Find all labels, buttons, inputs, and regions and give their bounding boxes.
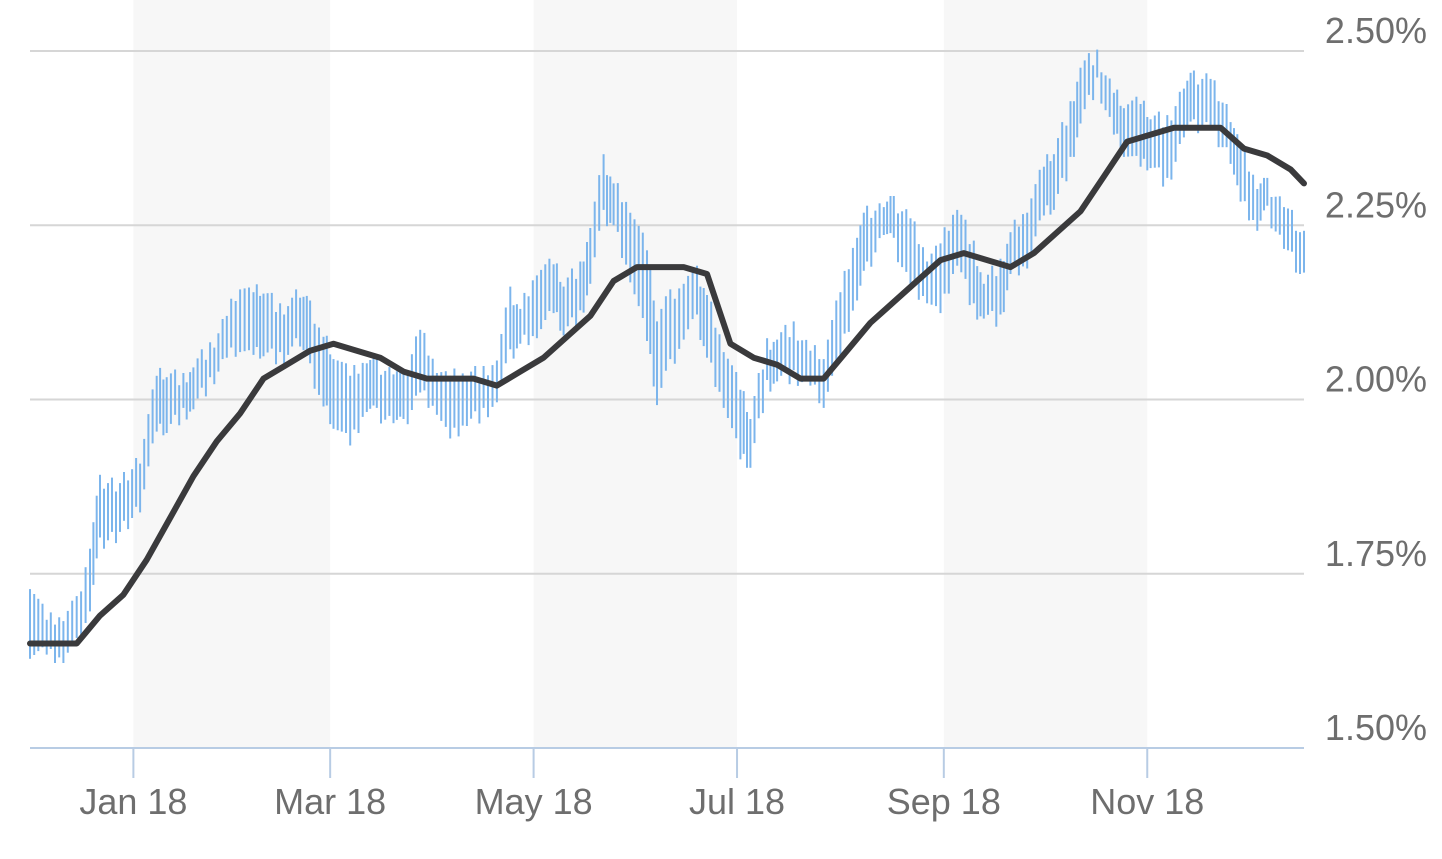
moving-average-series xyxy=(27,124,1307,647)
x-tick-label: Sep 18 xyxy=(887,781,1001,822)
daily-range-series xyxy=(29,49,1305,663)
shaded-band-0 xyxy=(133,0,331,748)
grid-lines xyxy=(30,50,1304,575)
shaded-bands xyxy=(133,0,1148,748)
y-axis-labels: 2.50% 2.25% 2.00% 1.75% 1.50% xyxy=(1325,10,1427,748)
shaded-band-1 xyxy=(533,0,738,748)
x-axis xyxy=(30,747,1304,778)
y-tick-label: 2.25% xyxy=(1325,184,1427,225)
x-axis-labels: Jan 18 Mar 18 May 18 Jul 18 Sep 18 Nov 18 xyxy=(79,781,1204,822)
y-tick-label: 2.00% xyxy=(1325,359,1427,400)
x-tick-label: May 18 xyxy=(475,781,593,822)
moving-average-line xyxy=(27,124,1307,647)
y-tick-label: 2.50% xyxy=(1325,10,1427,51)
y-tick-label: 1.50% xyxy=(1325,707,1427,748)
x-tick-label: Jan 18 xyxy=(79,781,187,822)
y-tick-label: 1.75% xyxy=(1325,533,1427,574)
x-tick-label: Jul 18 xyxy=(689,781,785,822)
x-tick-label: Mar 18 xyxy=(274,781,386,822)
x-tick-label: Nov 18 xyxy=(1090,781,1204,822)
